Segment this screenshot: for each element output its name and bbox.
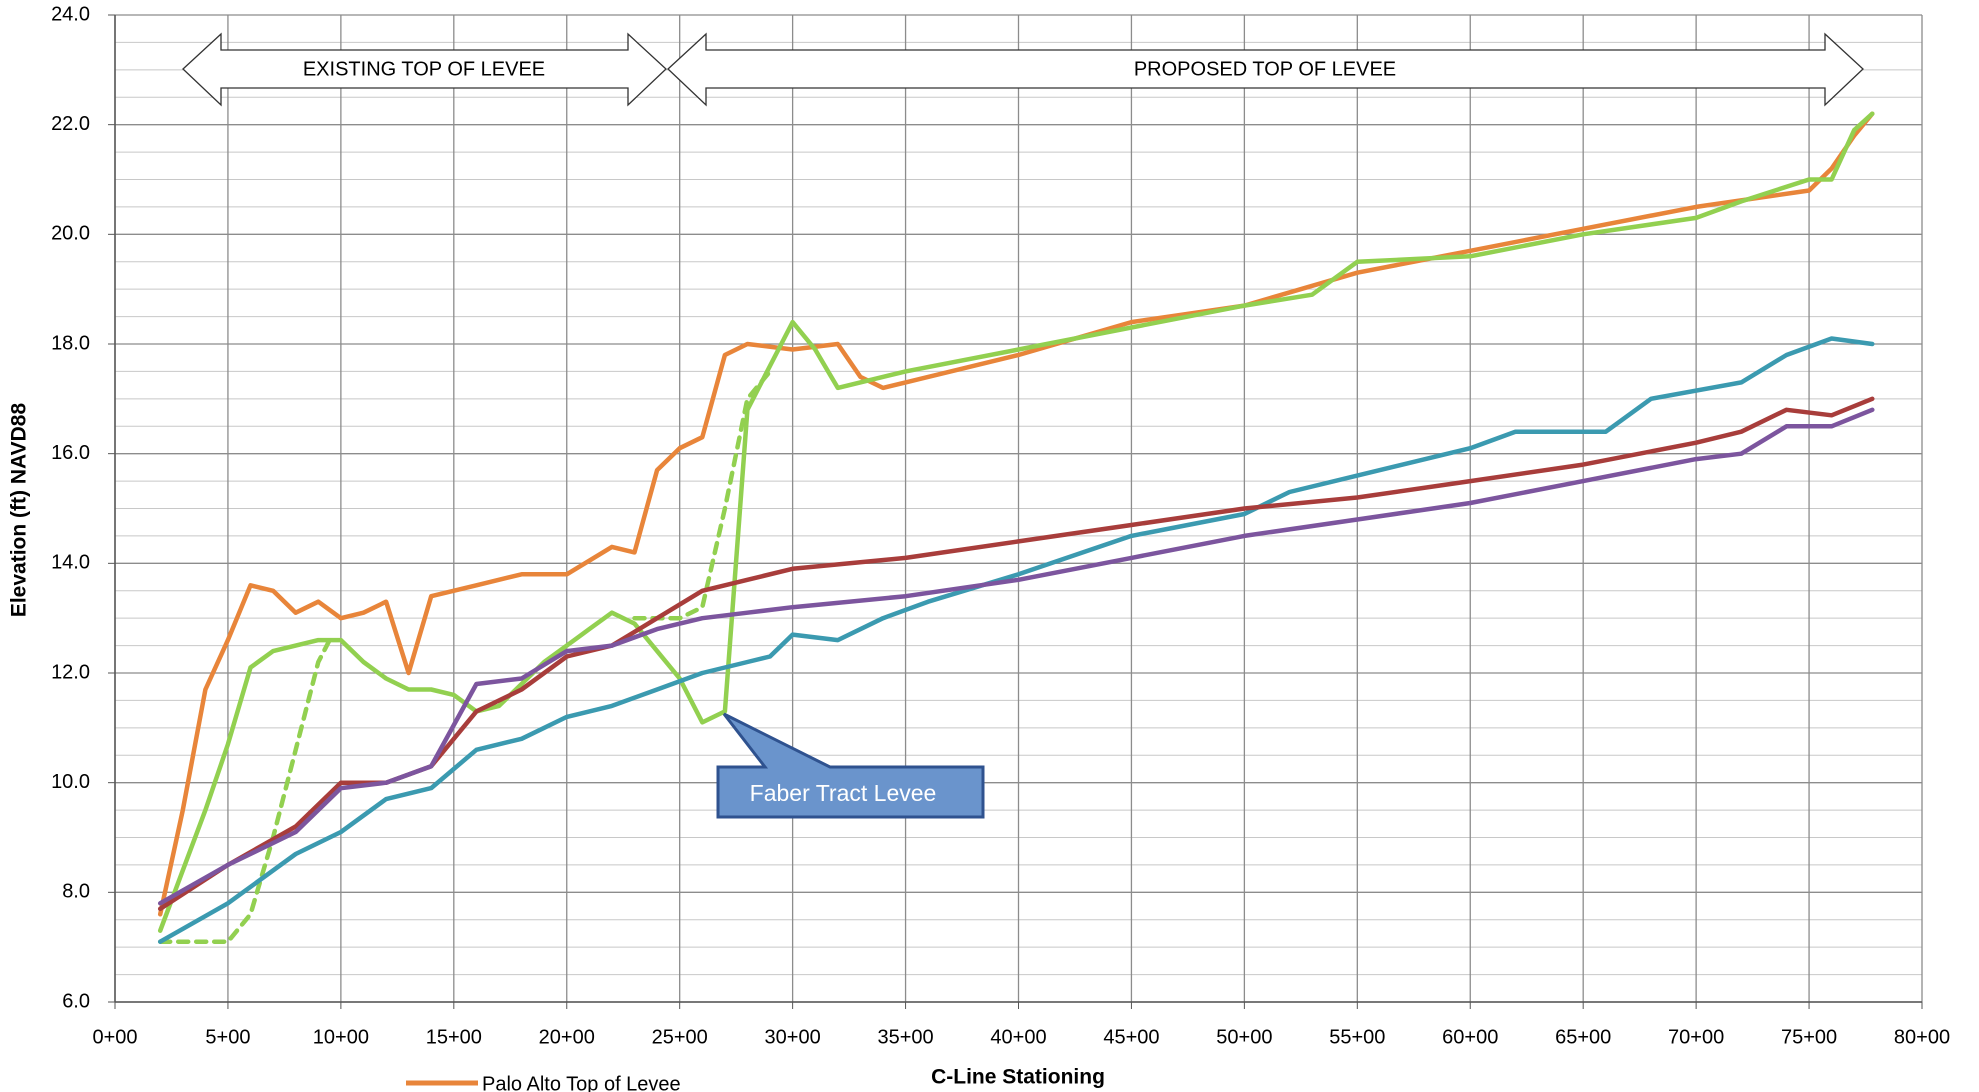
grid — [108, 14, 1923, 1009]
x-tick-label: 30+00 — [765, 1026, 821, 1048]
y-tick-label: 18.0 — [51, 332, 90, 354]
proposed-arrow — [667, 32, 1864, 107]
y-tick-label: 8.0 — [62, 881, 90, 903]
y-tick-label: 20.0 — [51, 223, 90, 245]
x-tick-label: 25+00 — [652, 1026, 708, 1048]
x-axis-title: C-Line Stationing — [931, 1066, 1105, 1089]
x-tick-label: 15+00 — [426, 1026, 482, 1048]
y-tick-label: 16.0 — [51, 442, 90, 464]
x-tick-label: 50+00 — [1216, 1026, 1272, 1048]
callout — [716, 712, 985, 819]
y-axis-title: Elevation (ft) NAVD88 — [8, 403, 31, 618]
annotation: EXISTING TOP OF LEVEE — [303, 58, 545, 80]
x-tick-label: 5+00 — [205, 1026, 250, 1048]
x-tick-label: 65+00 — [1555, 1026, 1611, 1048]
x-tick-label: 10+00 — [313, 1026, 369, 1048]
y-tick-label: 12.0 — [51, 661, 90, 683]
x-tick-label: 60+00 — [1442, 1026, 1498, 1048]
x-tick-label: 40+00 — [990, 1026, 1046, 1048]
series-line — [157, 336, 1875, 944]
x-tick-label: 55+00 — [1329, 1026, 1385, 1048]
annotation: PROPOSED TOP OF LEVEE — [1134, 58, 1396, 80]
y-tick-label: 6.0 — [62, 990, 90, 1012]
y-tick-label: 22.0 — [51, 113, 90, 135]
x-tick-label: 0+00 — [92, 1026, 137, 1048]
series-line — [157, 369, 773, 944]
y-tick-label: 14.0 — [51, 552, 90, 574]
x-tick-label: 20+00 — [539, 1026, 595, 1048]
legend-label: Palo Alto Top of Levee — [482, 1073, 681, 1092]
y-tick-label: 24.0 — [51, 3, 90, 25]
x-tick-label: 70+00 — [1668, 1026, 1724, 1048]
x-tick-label: 80+00 — [1894, 1026, 1950, 1048]
existing-arrow — [182, 32, 667, 107]
x-tick-label: 45+00 — [1103, 1026, 1159, 1048]
plot — [157, 111, 1875, 944]
series-line — [157, 407, 1875, 906]
series-line — [157, 111, 1875, 933]
annotation: Faber Tract Levee — [750, 780, 937, 806]
x-tick-label: 75+00 — [1781, 1026, 1837, 1048]
y-tick-label: 10.0 — [51, 771, 90, 793]
x-tick-label: 35+00 — [877, 1026, 933, 1048]
